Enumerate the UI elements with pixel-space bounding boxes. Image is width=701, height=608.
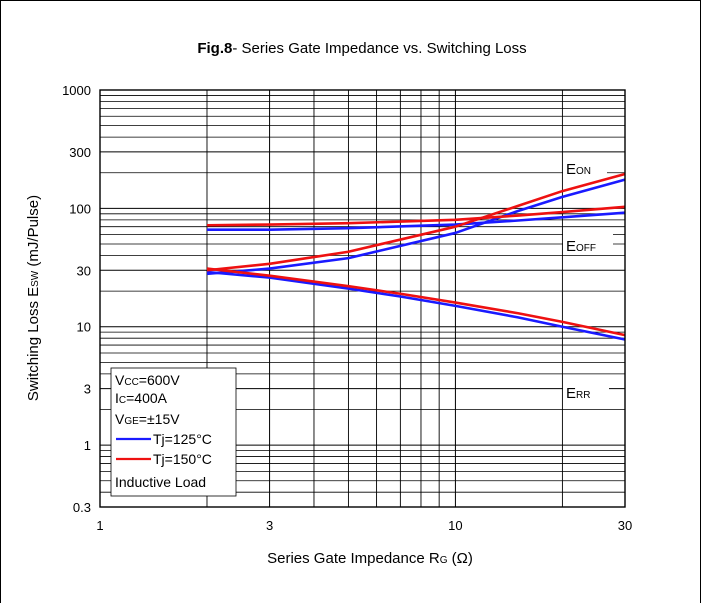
x-tick-label: 10 (448, 518, 462, 533)
condition-vcc-value: =600V (139, 372, 181, 388)
err-label: ERR (566, 385, 590, 402)
y-tick-label: 3 (84, 382, 91, 397)
y-axis-label-main: Switching Loss E (25, 287, 42, 401)
conditions-box-bg (110, 367, 237, 497)
eoff-label-main: E (566, 238, 576, 255)
series-eon-tj150 (206, 172, 626, 272)
condition-vge-sub: GE (124, 416, 139, 427)
eoff-label-bg (563, 233, 613, 255)
err-label-bg (563, 379, 609, 401)
y-tick-label: 10 (77, 320, 91, 335)
chart-title-rest: - Series Gate Impedance vs. Switching Lo… (232, 40, 526, 57)
err-label-main: E (566, 385, 576, 402)
condition-vcc: VCC=600V (115, 372, 180, 388)
series-err-tj150 (206, 267, 626, 337)
y-axis-label-sub: SW (30, 270, 41, 287)
y-tick-label: 300 (69, 145, 91, 160)
condition-ic-main: I (115, 390, 119, 406)
x-axis-label-sub: G (440, 555, 448, 566)
condition-ic-sub: C (119, 395, 126, 406)
series-err-tj125 (206, 270, 626, 341)
eon-label-main: E (566, 161, 576, 178)
legend-label-tj150: Tj=150°C (153, 451, 212, 467)
x-axis-label-main: Series Gate Impedance R (267, 550, 440, 567)
plot-border (99, 89, 626, 508)
eon-label-sub: ON (576, 166, 591, 177)
series-eoff-tj150 (206, 205, 626, 227)
x-axis-label: Series Gate Impedance RG (Ω) (267, 550, 473, 567)
y-axis-label: Switching Loss ESW (mJ/Pulse) (25, 195, 42, 401)
condition-load: Inductive Load (115, 474, 206, 490)
curves (206, 172, 626, 341)
condition-vcc-sub: CC (124, 377, 138, 388)
y-tick-label: 30 (77, 263, 91, 278)
y-axis-label-unit: (mJ/Pulse) (25, 195, 42, 271)
legend-label-tj125: Tj=125°C (153, 431, 212, 447)
condition-vge-value: =±15V (139, 411, 180, 427)
tick-labels: 1 3 10 30 0.3 1 3 10 30 100 300 1000 (62, 83, 632, 533)
condition-vge-main: V (115, 411, 125, 427)
eon-label-bg (563, 155, 607, 177)
x-tick-label: 3 (266, 518, 273, 533)
eon-label: EON (566, 161, 591, 178)
err-label-sub: RR (576, 390, 590, 401)
y-tick-label: 0.3 (73, 500, 91, 515)
y-tick-label: 1 (84, 438, 91, 453)
condition-vcc-main: V (115, 372, 125, 388)
conditions-box: VCC=600V IC=400A VGE=±15V Tj=125°C Tj=15… (110, 367, 237, 497)
condition-ic-value: =400A (126, 390, 168, 406)
x-tick-label: 30 (618, 518, 632, 533)
y-tick-label: 100 (69, 201, 91, 216)
y-tick-label: 1000 (62, 83, 91, 98)
x-tick-label: 1 (96, 518, 103, 533)
eoff-label-sub: OFF (576, 243, 596, 254)
x-axis-label-unit: (Ω) (448, 550, 473, 567)
condition-vge: VGE=±15V (115, 411, 180, 427)
chart-title: Fig.8- Series Gate Impedance vs. Switchi… (197, 40, 526, 57)
chart-title-bold: Fig.8 (197, 40, 232, 57)
condition-ic: IC=400A (115, 390, 168, 406)
eoff-label: EOFF (566, 238, 596, 255)
series-eoff-tj125 (206, 211, 626, 232)
series-eon-tj125 (206, 178, 626, 276)
